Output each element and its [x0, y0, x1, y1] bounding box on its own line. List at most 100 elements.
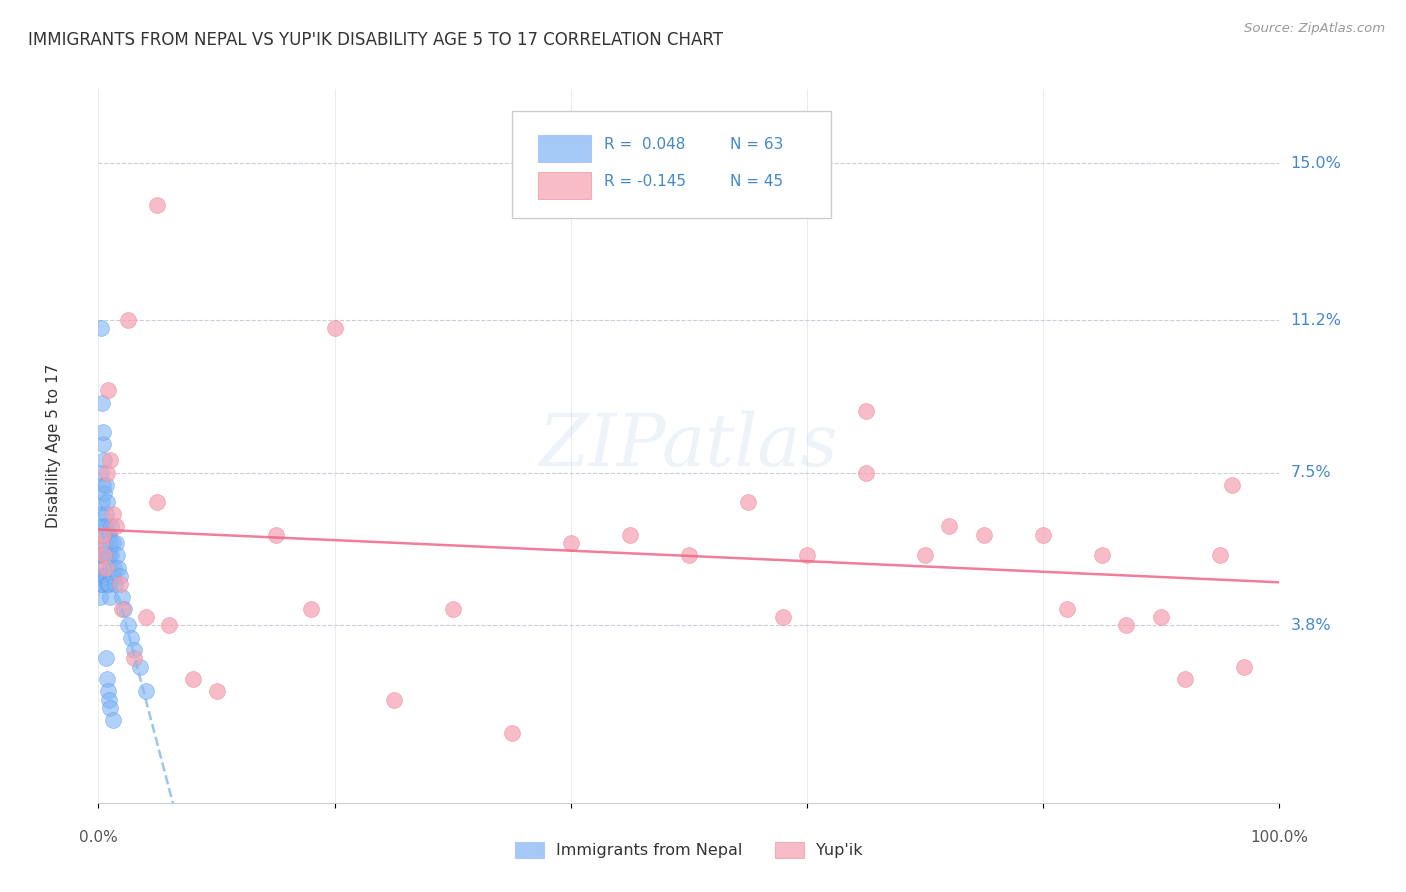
Point [1150, 610, 1173, 624]
Point [1115, 618, 1137, 632]
Point [91, 527, 114, 541]
Point [157, 618, 180, 632]
Point [146, 197, 169, 211]
Point [1174, 672, 1197, 686]
Point [323, 321, 346, 335]
Point [91, 478, 114, 492]
Point [100, 519, 122, 533]
Point [93, 549, 115, 563]
Point [772, 610, 794, 624]
Point [98, 701, 121, 715]
Text: 11.2%: 11.2% [1291, 313, 1341, 327]
Point [1091, 549, 1114, 563]
Point [94, 651, 117, 665]
Text: 7.5%: 7.5% [1291, 466, 1331, 480]
Point [108, 569, 131, 583]
Text: Disability Age 5 to 17: Disability Age 5 to 17 [46, 364, 60, 528]
Point [91, 395, 114, 409]
Point [105, 519, 128, 533]
Point [93, 536, 115, 550]
Point [97, 527, 120, 541]
Point [98, 549, 121, 563]
Text: IMMIGRANTS FROM NEPAL VS YUP'IK DISABILITY AGE 5 TO 17 CORRELATION CHART: IMMIGRANTS FROM NEPAL VS YUP'IK DISABILI… [28, 31, 723, 49]
Point [91, 560, 114, 574]
Point [90, 507, 112, 521]
Point [112, 602, 135, 616]
Point [93, 486, 115, 500]
Point [101, 714, 124, 728]
Point [105, 536, 128, 550]
Point [299, 602, 322, 616]
Point [560, 536, 582, 550]
Point [90, 321, 112, 335]
Point [98, 590, 121, 604]
Point [122, 651, 145, 665]
Point [93, 453, 115, 467]
Point [264, 527, 287, 541]
Point [90, 577, 112, 591]
FancyBboxPatch shape [512, 111, 831, 218]
Point [101, 569, 124, 583]
Point [111, 602, 134, 616]
Point [135, 610, 157, 624]
Point [93, 519, 115, 533]
Point [104, 577, 127, 591]
Text: 3.8%: 3.8% [1291, 618, 1331, 633]
Point [100, 549, 122, 563]
Point [938, 519, 960, 533]
Point [796, 549, 818, 563]
Point [146, 494, 169, 508]
Bar [537, 135, 591, 162]
Point [121, 631, 143, 645]
Point [90, 549, 112, 563]
Point [94, 536, 117, 550]
Point [90, 466, 112, 480]
Point [91, 425, 114, 439]
Point [96, 672, 118, 686]
Point [101, 536, 124, 550]
Point [91, 494, 114, 508]
Point [135, 684, 157, 698]
Point [91, 549, 114, 563]
Point [128, 659, 150, 673]
Point [914, 549, 936, 563]
Point [97, 384, 120, 398]
Point [181, 672, 204, 686]
Point [973, 527, 995, 541]
Point [97, 577, 120, 591]
Point [90, 536, 112, 550]
Text: 0.0%: 0.0% [79, 830, 118, 845]
Text: R = -0.145: R = -0.145 [605, 175, 686, 189]
Point [105, 549, 128, 563]
Point [89, 549, 111, 563]
Point [91, 527, 114, 541]
Point [107, 560, 129, 574]
Point [205, 684, 228, 698]
Point [94, 569, 117, 583]
Point [96, 577, 118, 591]
Point [98, 692, 121, 706]
Point [97, 549, 120, 563]
Point [96, 519, 118, 533]
Text: ZIPatlas: ZIPatlas [538, 410, 839, 482]
Point [117, 618, 139, 632]
Point [89, 590, 111, 604]
Point [98, 453, 121, 467]
Point [501, 725, 523, 739]
Text: R =  0.048: R = 0.048 [605, 137, 685, 153]
Point [101, 507, 124, 521]
Point [96, 494, 118, 508]
Point [98, 577, 121, 591]
Point [111, 590, 134, 604]
Legend: Immigrants from Nepal, Yup'ik: Immigrants from Nepal, Yup'ik [508, 834, 870, 866]
Text: N = 45: N = 45 [730, 175, 783, 189]
Point [94, 560, 117, 574]
Point [1032, 527, 1054, 541]
Text: N = 63: N = 63 [730, 137, 783, 153]
Text: 100.0%: 100.0% [1250, 830, 1309, 845]
Point [91, 577, 114, 591]
Point [91, 437, 114, 451]
Point [103, 560, 125, 574]
Bar [537, 172, 591, 199]
Point [96, 549, 118, 563]
